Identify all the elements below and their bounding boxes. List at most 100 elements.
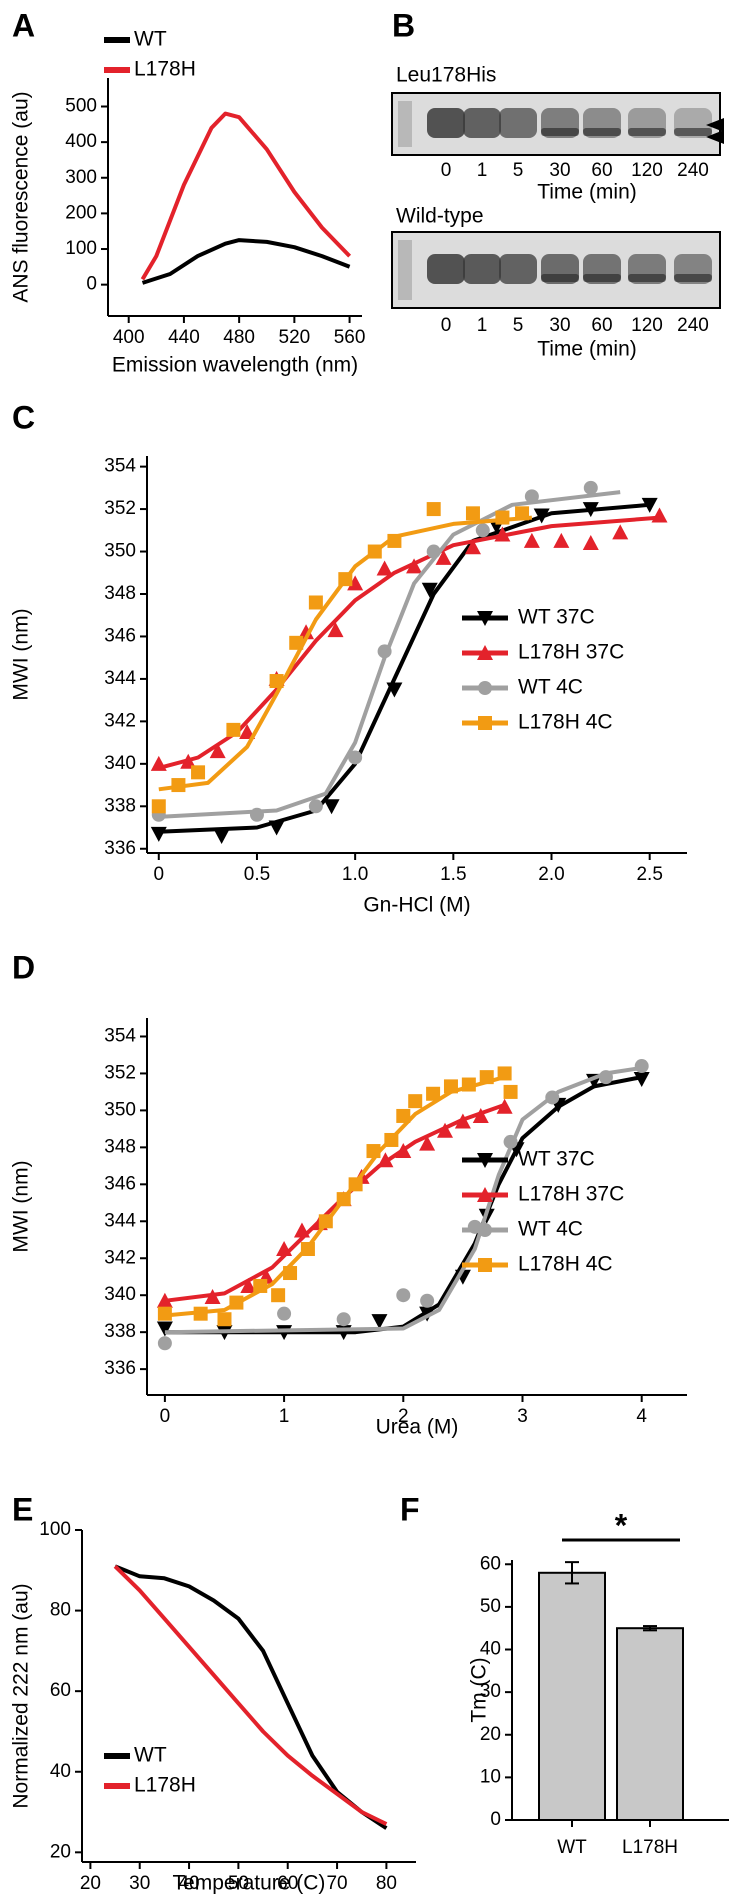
legend-marker [477, 645, 493, 660]
x-tick-label: 2 [398, 1406, 409, 1427]
data-point [366, 1144, 381, 1159]
data-point [157, 1336, 172, 1351]
fit-line [158, 515, 533, 792]
error-bar [643, 1625, 657, 1632]
gel-title: Wild-type [396, 205, 484, 228]
data-point [419, 1135, 436, 1151]
x-tick-label: 0 [153, 864, 164, 885]
data-point [475, 523, 490, 538]
y-tick-label: 336 [104, 1358, 136, 1379]
lane-label: 60 [591, 315, 612, 336]
data-point [150, 826, 167, 842]
legend-label: L178H [134, 58, 196, 81]
y-tick-label: 346 [104, 625, 136, 646]
data-point [209, 743, 226, 759]
lane-label: 1 [477, 315, 488, 336]
data-point [386, 682, 403, 698]
data-point [249, 807, 264, 822]
gel-band [583, 274, 621, 282]
x-tick-label: 1.0 [342, 864, 368, 885]
x-tick-label: 30 [129, 1873, 150, 1894]
y-tick-label: 344 [104, 1210, 136, 1231]
data-point [377, 644, 392, 659]
legend-label: L178H 37C [518, 641, 624, 664]
data-point [426, 1086, 441, 1101]
data-line [140, 111, 352, 281]
data-point [377, 1152, 394, 1168]
legend-marker [478, 681, 492, 695]
significance-star: * [615, 1507, 628, 1543]
data-point [318, 1214, 333, 1229]
legend-marker [478, 716, 492, 730]
y-tick-label: 20 [50, 1841, 71, 1862]
x-tick-label: 3 [517, 1406, 528, 1427]
gel-band [628, 274, 666, 282]
data-point [495, 510, 510, 525]
y-tick-label: 342 [104, 1247, 136, 1268]
y-tick-label: 338 [104, 795, 136, 816]
data-point [437, 1122, 454, 1138]
x-tick-label: 80 [376, 1873, 397, 1894]
legend-label: L178H 4C [518, 1253, 613, 1276]
x-tick-label: 20 [80, 1873, 101, 1894]
panel-letter: E [12, 1491, 33, 1527]
lane-label: 240 [677, 160, 709, 181]
data-point [300, 1242, 315, 1257]
fit-line [158, 502, 650, 834]
data-point [213, 829, 230, 845]
data-point [515, 506, 530, 521]
y-tick-label: 0 [490, 1809, 501, 1830]
legend-label: WT 4C [518, 1218, 583, 1241]
data-point [503, 1134, 518, 1149]
panel-letter: F [400, 1491, 420, 1527]
x-tick-label: WT [557, 1837, 587, 1858]
gel-band [427, 108, 465, 138]
x-tick-label: 4 [636, 1406, 647, 1427]
data-point [298, 624, 315, 640]
data-point [503, 1084, 518, 1099]
gel-band [628, 128, 666, 136]
data-point [426, 502, 441, 517]
gel-band [674, 274, 712, 282]
panel-letter: A [12, 7, 35, 43]
y-tick-label: 344 [104, 668, 136, 689]
data-point [253, 1278, 268, 1293]
data-point [612, 524, 629, 540]
y-tick-label: 346 [104, 1173, 136, 1194]
legend-marker [478, 1258, 492, 1272]
data-point [327, 622, 344, 638]
data-point [523, 532, 540, 548]
legend-label: L178H 4C [518, 711, 613, 734]
data-point [217, 1312, 232, 1327]
data-point [204, 1289, 221, 1305]
y-tick-label: 336 [104, 838, 136, 859]
error-bar [565, 1561, 579, 1585]
data-point [461, 1077, 476, 1092]
data-point [633, 1071, 650, 1087]
data-point [406, 558, 423, 574]
y-axis-label: Tm (C) [468, 1657, 491, 1722]
lane-label: 120 [631, 315, 663, 336]
legend-marker [478, 1223, 492, 1237]
lane-label: 5 [513, 315, 524, 336]
x-axis-label: Temperature (C) [173, 1872, 326, 1895]
data-point [336, 1192, 351, 1207]
data-point [533, 508, 550, 524]
fit-line [164, 1103, 506, 1303]
lane-label: 30 [549, 160, 570, 181]
data-point [454, 1113, 471, 1129]
gel-band [427, 254, 465, 284]
y-axis-label: MWI (nm) [10, 608, 33, 700]
data-point [277, 1306, 292, 1321]
data-point [443, 1079, 458, 1094]
y-tick-label: 350 [104, 541, 136, 562]
data-point [396, 1108, 411, 1123]
y-tick-label: 100 [39, 1519, 71, 1540]
x-tick-label: 40 [178, 1873, 199, 1894]
y-tick-label: 400 [65, 131, 97, 152]
data-point [634, 1059, 649, 1074]
x-tick-label: 0.5 [244, 864, 270, 885]
y-tick-label: 60 [480, 1553, 501, 1574]
lane-label: 30 [549, 315, 570, 336]
